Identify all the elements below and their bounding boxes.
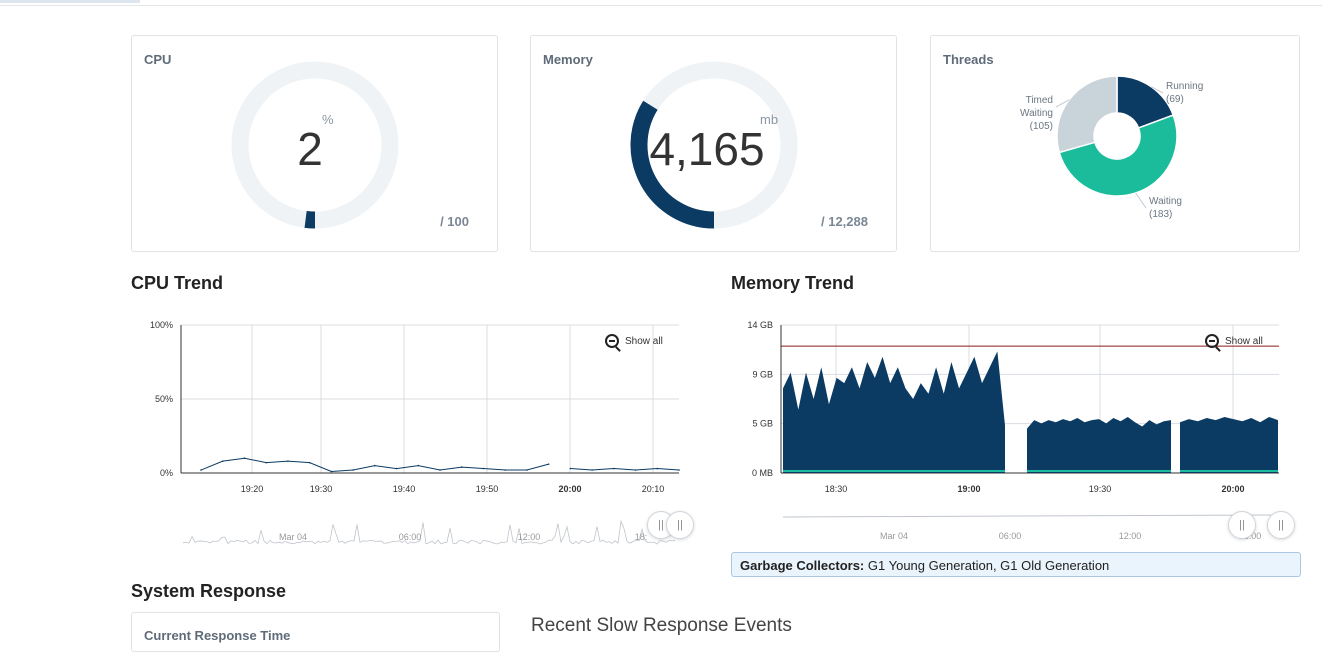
- mem-y-tick: 0 MB: [752, 468, 773, 478]
- cpu-x-tick: 19:20: [241, 484, 264, 494]
- cpu-data-point: [309, 462, 311, 464]
- cpu-navigator-series: [183, 521, 675, 544]
- zoom-out-icon: [605, 334, 619, 348]
- mem-heap-area: [783, 351, 1005, 473]
- cpu-x-tick: 19:50: [476, 484, 499, 494]
- cpu-data-point: [396, 468, 398, 470]
- cpu-data-point: [504, 469, 506, 471]
- cpu-data-point: [222, 460, 224, 462]
- memory-card-title: Memory: [543, 52, 593, 67]
- cpu-data-point: [352, 469, 354, 471]
- threads-label: (183): [1149, 209, 1172, 220]
- threads-label: (105): [1030, 121, 1053, 132]
- memory-navigator-right-handle[interactable]: ||: [1267, 511, 1295, 539]
- cpu-unit: %: [322, 112, 334, 127]
- memory-show-all-label: Show all: [1225, 336, 1263, 347]
- cpu-data-point: [244, 457, 246, 459]
- cpu-data-point: [656, 468, 658, 470]
- cpu-data-point: [439, 469, 441, 471]
- mem-y-tick: 14 GB: [747, 320, 773, 330]
- cpu-show-all-label: Show all: [625, 336, 663, 347]
- cpu-data-point: [287, 460, 289, 462]
- mem-navigator-series: [783, 515, 1271, 517]
- cpu-data-point: [331, 471, 333, 473]
- cpu-data-point: [526, 469, 528, 471]
- mem-x-tick: 18:30: [825, 484, 848, 494]
- cpu-data-point: [635, 469, 637, 471]
- cpu-x-tick: 19:30: [310, 484, 333, 494]
- mem-y-tick: 5 GB: [752, 419, 773, 429]
- gc-label: Garbage Collectors:: [740, 558, 864, 573]
- cpu-data-point: [374, 465, 376, 467]
- cpu-data-point: [461, 466, 463, 468]
- zoom-out-icon: [1205, 334, 1219, 348]
- memory-max: / 12,288: [821, 214, 868, 229]
- cpu-data-point: [265, 462, 267, 464]
- threads-slice-timed-waiting[interactable]: [1057, 76, 1117, 152]
- mem-heap-area: [1180, 417, 1278, 473]
- cpu-navigator-label: Mar 04: [279, 532, 307, 542]
- cpu-trend-chart: 100% 50% 0% 19:20 19:30 19:40 19:50 20:00 20:10 M…: [131, 312, 691, 552]
- system-response-title: System Response: [131, 581, 286, 602]
- cpu-max: / 100: [440, 214, 469, 229]
- garbage-collectors-info: Garbage Collectors: G1 Young Generation,…: [731, 552, 1301, 577]
- cpu-card-title: CPU: [144, 52, 171, 67]
- threads-pie-chart: Running (69) Waiting (183) Timed Waiting (105): [931, 36, 1299, 251]
- mem-x-tick: 19:00: [957, 484, 980, 494]
- top-accent: [0, 0, 140, 3]
- mem-navigator-label: Mar 04: [880, 531, 908, 541]
- cpu-y-tick: 0%: [160, 468, 173, 478]
- cpu-gauge-arc: [306, 219, 315, 220]
- mem-x-tick: 20:00: [1221, 484, 1244, 494]
- mem-heap-area: [1027, 417, 1171, 473]
- cpu-data-point: [678, 469, 680, 471]
- memory-show-all-button[interactable]: Show all: [1205, 334, 1263, 348]
- gc-value: G1 Young Generation, G1 Old Generation: [868, 558, 1109, 573]
- cpu-navigator-label: 12:00: [518, 532, 541, 542]
- cpu-value: 2: [210, 122, 410, 176]
- cpu-show-all-button[interactable]: Show all: [605, 334, 663, 348]
- mem-navigator-label: 06:00: [999, 531, 1022, 541]
- top-border: [0, 0, 1322, 6]
- cpu-data-point: [483, 468, 485, 470]
- cpu-data-point: [591, 469, 593, 471]
- cpu-navigator-label: 06:00: [399, 532, 422, 542]
- cpu-x-tick: 20:00: [558, 484, 581, 494]
- cpu-navigator-right-handle[interactable]: ||: [666, 511, 694, 539]
- threads-label: Waiting: [1149, 196, 1182, 207]
- mem-x-tick: 19:30: [1089, 484, 1112, 494]
- memory-card: Memory 4,165 mb / 12,288: [530, 35, 897, 252]
- cpu-data-point: [570, 468, 572, 470]
- threads-card: Threads Running (69) Waiting (183) Timed Wait…: [930, 35, 1300, 252]
- threads-label: Running: [1166, 81, 1203, 92]
- mem-y-tick: 9 GB: [752, 369, 773, 379]
- memory-value: 4,165: [607, 122, 807, 176]
- memory-trend-title: Memory Trend: [731, 273, 854, 294]
- memory-navigator-left-handle[interactable]: ||: [1228, 511, 1256, 539]
- current-response-card: Current Response Time: [131, 612, 500, 652]
- cpu-data-point: [548, 463, 550, 465]
- cpu-card: CPU 2 % / 100: [131, 35, 498, 252]
- slow-events-title: Recent Slow Response Events: [531, 615, 792, 637]
- cpu-data-point: [613, 468, 615, 470]
- cpu-x-tick: 19:40: [393, 484, 416, 494]
- cpu-y-tick: 100%: [150, 320, 173, 330]
- threads-label: Timed: [1026, 95, 1053, 106]
- memory-trend-chart: 14 GB 9 GB 5 GB 0 MB 18:30 19:00 19:30 20:00 Mar…: [731, 312, 1291, 552]
- cpu-series-line: [570, 469, 679, 470]
- threads-label: (69): [1166, 94, 1184, 105]
- cpu-data-point: [417, 465, 419, 467]
- cpu-trend-title: CPU Trend: [131, 273, 223, 294]
- cpu-y-tick: 50%: [155, 394, 173, 404]
- pie-connector: [1136, 193, 1146, 208]
- memory-unit: mb: [760, 112, 778, 127]
- cpu-x-tick: 20:10: [642, 484, 665, 494]
- cpu-navigator-label: 18:: [635, 532, 648, 542]
- threads-label: Waiting: [1020, 108, 1053, 119]
- cpu-data-point: [200, 469, 202, 471]
- mem-navigator-label: 12:00: [1119, 531, 1142, 541]
